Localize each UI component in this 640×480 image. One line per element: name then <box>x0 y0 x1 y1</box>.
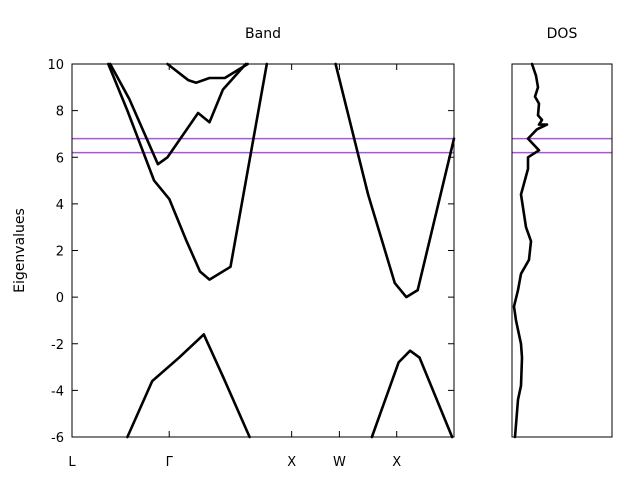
band-series-5 <box>334 62 420 299</box>
band-series-3 <box>108 62 248 166</box>
band-hlines <box>72 137 454 154</box>
band-series-6 <box>416 137 456 292</box>
band-title: Band <box>245 26 281 42</box>
band-series-8 <box>418 356 454 439</box>
y-tick-label: 0 <box>56 291 64 306</box>
dos-series-0 <box>512 62 549 439</box>
x-tick-label: X <box>392 455 401 470</box>
y-tick-label: -4 <box>51 384 64 399</box>
band-series-4 <box>166 62 249 84</box>
y-tick-label: 4 <box>56 198 64 213</box>
y-tick-label: -6 <box>51 431 64 446</box>
dos-series <box>512 62 549 439</box>
y-tick-label: 10 <box>47 58 64 73</box>
band-series-1 <box>221 375 251 439</box>
band-series <box>107 62 456 439</box>
y-axis-label: Eigenvalues <box>12 208 28 293</box>
band-series-0 <box>126 333 225 439</box>
band-panel: Band -6 -4 -2 0 2 4 6 8 10 L Γ X W X Eigenvalues <box>12 26 456 470</box>
y-tick-label: 8 <box>56 105 64 120</box>
dos-title: DOS <box>547 26 578 42</box>
y-tick-label: 6 <box>56 151 64 166</box>
band-series-7 <box>370 349 421 439</box>
x-tick-label: X <box>287 455 296 470</box>
y-tick-label: -2 <box>51 338 64 353</box>
band-yticks: -6 -4 -2 0 2 4 6 8 10 <box>47 58 454 446</box>
dos-panel: DOS <box>511 26 613 439</box>
dos-frame <box>511 63 613 438</box>
x-tick-label: W <box>333 455 346 470</box>
x-tick-label: Γ <box>166 455 174 470</box>
x-tick-label: L <box>68 455 76 470</box>
band-series-2 <box>107 62 269 281</box>
y-tick-label: 2 <box>56 245 64 260</box>
